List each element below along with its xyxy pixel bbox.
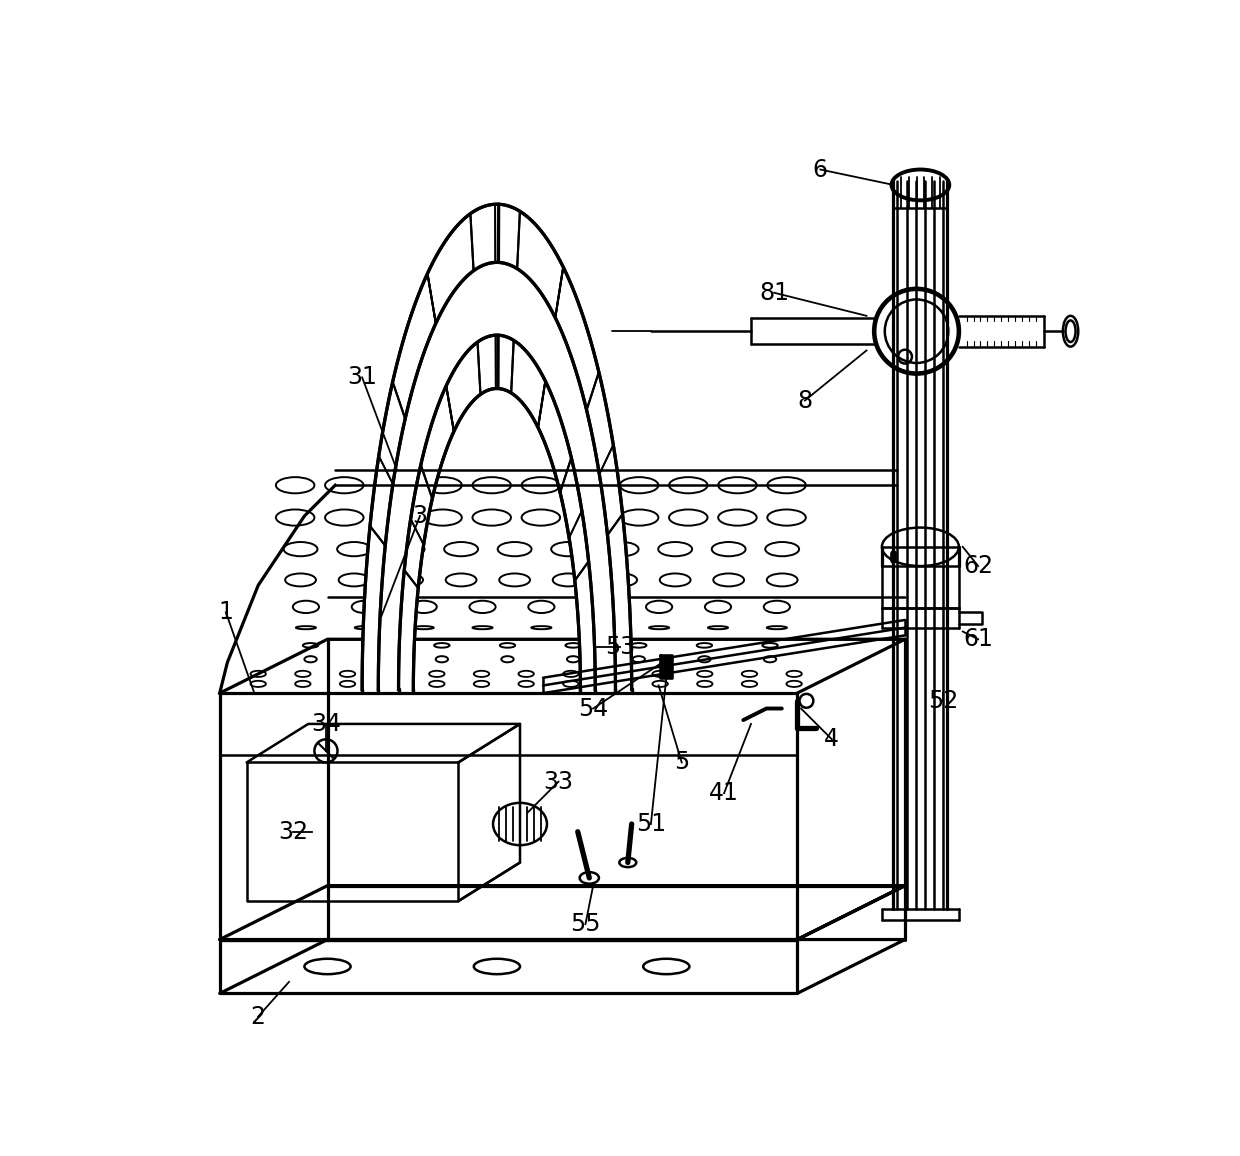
Polygon shape <box>378 262 615 689</box>
Text: 2: 2 <box>250 1005 265 1029</box>
Text: 4: 4 <box>825 727 839 751</box>
Text: 51: 51 <box>636 812 666 836</box>
Polygon shape <box>398 335 595 689</box>
Text: 3: 3 <box>413 504 428 528</box>
Text: 54: 54 <box>578 697 609 720</box>
Text: 1: 1 <box>218 600 233 624</box>
Text: 81: 81 <box>759 281 789 305</box>
Text: 8: 8 <box>797 388 812 413</box>
Text: 41: 41 <box>709 781 739 806</box>
Text: 53: 53 <box>605 635 635 659</box>
Text: 6: 6 <box>812 157 828 181</box>
Text: 31: 31 <box>347 365 377 390</box>
Text: 62: 62 <box>963 554 993 578</box>
Text: 61: 61 <box>963 628 993 651</box>
Text: 33: 33 <box>543 770 573 794</box>
Polygon shape <box>362 205 631 689</box>
Text: 5: 5 <box>675 750 689 775</box>
Text: 34: 34 <box>311 712 341 736</box>
Polygon shape <box>660 654 672 677</box>
Text: 55: 55 <box>570 912 600 936</box>
Text: 32: 32 <box>278 820 308 844</box>
Text: 52: 52 <box>929 689 959 713</box>
